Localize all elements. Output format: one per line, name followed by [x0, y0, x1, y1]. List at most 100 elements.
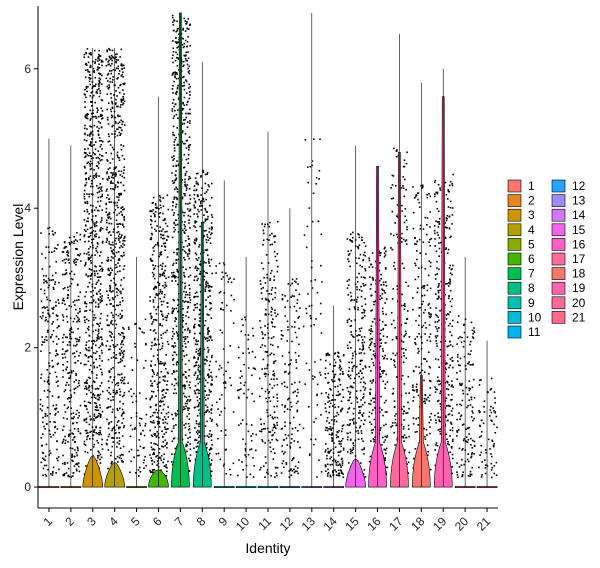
- point: [364, 382, 367, 385]
- point: [177, 276, 179, 279]
- point: [99, 78, 102, 81]
- point: [364, 309, 366, 312]
- point: [92, 229, 95, 232]
- point: [354, 439, 357, 442]
- point: [90, 182, 93, 185]
- point: [85, 341, 88, 343]
- point: [186, 402, 189, 405]
- point: [172, 201, 174, 204]
- point: [360, 352, 362, 354]
- point: [331, 459, 334, 462]
- point: [401, 374, 404, 377]
- point: [350, 249, 352, 252]
- point: [97, 196, 100, 199]
- point: [69, 285, 71, 288]
- point: [262, 239, 265, 241]
- point: [383, 290, 385, 292]
- point: [111, 429, 113, 432]
- point: [204, 320, 207, 322]
- point: [71, 453, 73, 456]
- point: [263, 276, 265, 279]
- point: [95, 292, 98, 294]
- point: [362, 254, 365, 256]
- point: [120, 63, 123, 65]
- point: [77, 462, 80, 464]
- point: [363, 241, 365, 244]
- point: [163, 296, 166, 298]
- point: [196, 291, 198, 294]
- point: [83, 93, 86, 95]
- point: [184, 193, 186, 195]
- point: [67, 384, 70, 386]
- point: [68, 258, 70, 261]
- point: [304, 139, 307, 141]
- point: [204, 209, 207, 211]
- point: [92, 151, 94, 154]
- point: [189, 44, 191, 47]
- point: [407, 285, 410, 287]
- point: [267, 439, 270, 442]
- point: [173, 222, 176, 225]
- point: [76, 343, 78, 346]
- point: [89, 438, 91, 440]
- point: [184, 387, 186, 390]
- point: [84, 124, 86, 127]
- point: [97, 415, 99, 417]
- point: [86, 435, 88, 438]
- point: [284, 421, 286, 424]
- point: [97, 167, 100, 169]
- point: [281, 355, 284, 357]
- point: [176, 197, 178, 200]
- point: [209, 204, 211, 207]
- point: [93, 380, 96, 383]
- point: [96, 276, 99, 278]
- point: [87, 240, 90, 243]
- point: [361, 349, 364, 351]
- point: [158, 282, 161, 285]
- point: [208, 339, 210, 342]
- point: [208, 376, 210, 379]
- point: [357, 247, 360, 250]
- point: [346, 411, 349, 414]
- point: [99, 159, 102, 162]
- point: [56, 352, 58, 355]
- point: [156, 372, 159, 374]
- point: [88, 423, 91, 426]
- point: [310, 438, 312, 441]
- point: [385, 452, 387, 455]
- point: [139, 328, 141, 330]
- point: [312, 378, 314, 380]
- point: [71, 417, 73, 419]
- point: [98, 127, 100, 130]
- point: [94, 61, 96, 63]
- point: [369, 349, 372, 351]
- point: [156, 460, 159, 462]
- point: [329, 474, 332, 477]
- point: [295, 367, 298, 369]
- point: [184, 285, 187, 288]
- point: [92, 330, 94, 333]
- point: [97, 279, 100, 282]
- point: [261, 331, 263, 333]
- point: [382, 436, 384, 439]
- point: [218, 368, 220, 371]
- point: [359, 334, 361, 336]
- point: [338, 443, 341, 445]
- point: [64, 246, 66, 248]
- point: [348, 375, 350, 378]
- point: [386, 358, 388, 360]
- point: [321, 281, 323, 283]
- point: [101, 295, 103, 297]
- point: [350, 233, 352, 235]
- point: [269, 446, 272, 448]
- point: [205, 442, 208, 445]
- point: [184, 174, 187, 177]
- point: [54, 426, 56, 429]
- point: [353, 336, 355, 338]
- point: [118, 73, 120, 75]
- point: [352, 365, 354, 368]
- point: [99, 92, 102, 95]
- point: [188, 359, 190, 362]
- point: [117, 420, 120, 422]
- point: [225, 473, 227, 475]
